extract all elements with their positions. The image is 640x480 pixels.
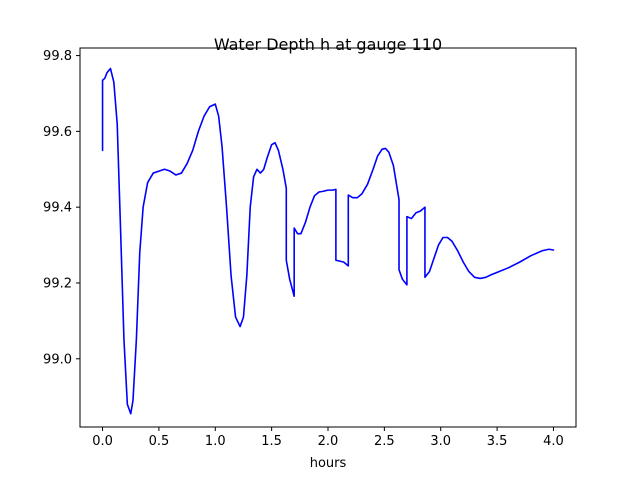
x-tick-label: 1.0: [205, 434, 226, 449]
x-tick-label: 3.5: [487, 434, 508, 449]
chart-title: Water Depth h at gauge 110: [214, 35, 442, 54]
y-tick-label: 99.8: [43, 49, 72, 64]
x-axis-label: hours: [310, 456, 347, 471]
x-axis: 0.0 0.5 1.0 1.5 2.0 2.5 3.0 3.5 4.0: [92, 427, 564, 449]
plot-area: 0.0 0.5 1.0 1.5 2.0 2.5 3.0 3.5 4.0 99.0 99.2 99.4…: [43, 47, 577, 449]
y-tick-label: 99.6: [43, 125, 72, 140]
x-tick-label: 3.0: [430, 434, 451, 449]
x-tick-label: 0.0: [92, 434, 113, 449]
x-tick-label: 2.0: [318, 434, 339, 449]
y-tick-label: 99.2: [43, 276, 72, 291]
y-axis: 99.0 99.2 99.4 99.6 99.8: [43, 49, 80, 367]
data-layer: [101, 67, 555, 415]
x-tick-label: 2.5: [374, 434, 395, 449]
x-tick-label: 1.5: [261, 434, 282, 449]
series-line-0: [101, 67, 555, 415]
y-tick-label: 99.0: [43, 352, 72, 367]
x-tick-label: 0.5: [149, 434, 170, 449]
x-tick-label: 4.0: [543, 434, 564, 449]
y-tick-label: 99.4: [43, 201, 72, 216]
